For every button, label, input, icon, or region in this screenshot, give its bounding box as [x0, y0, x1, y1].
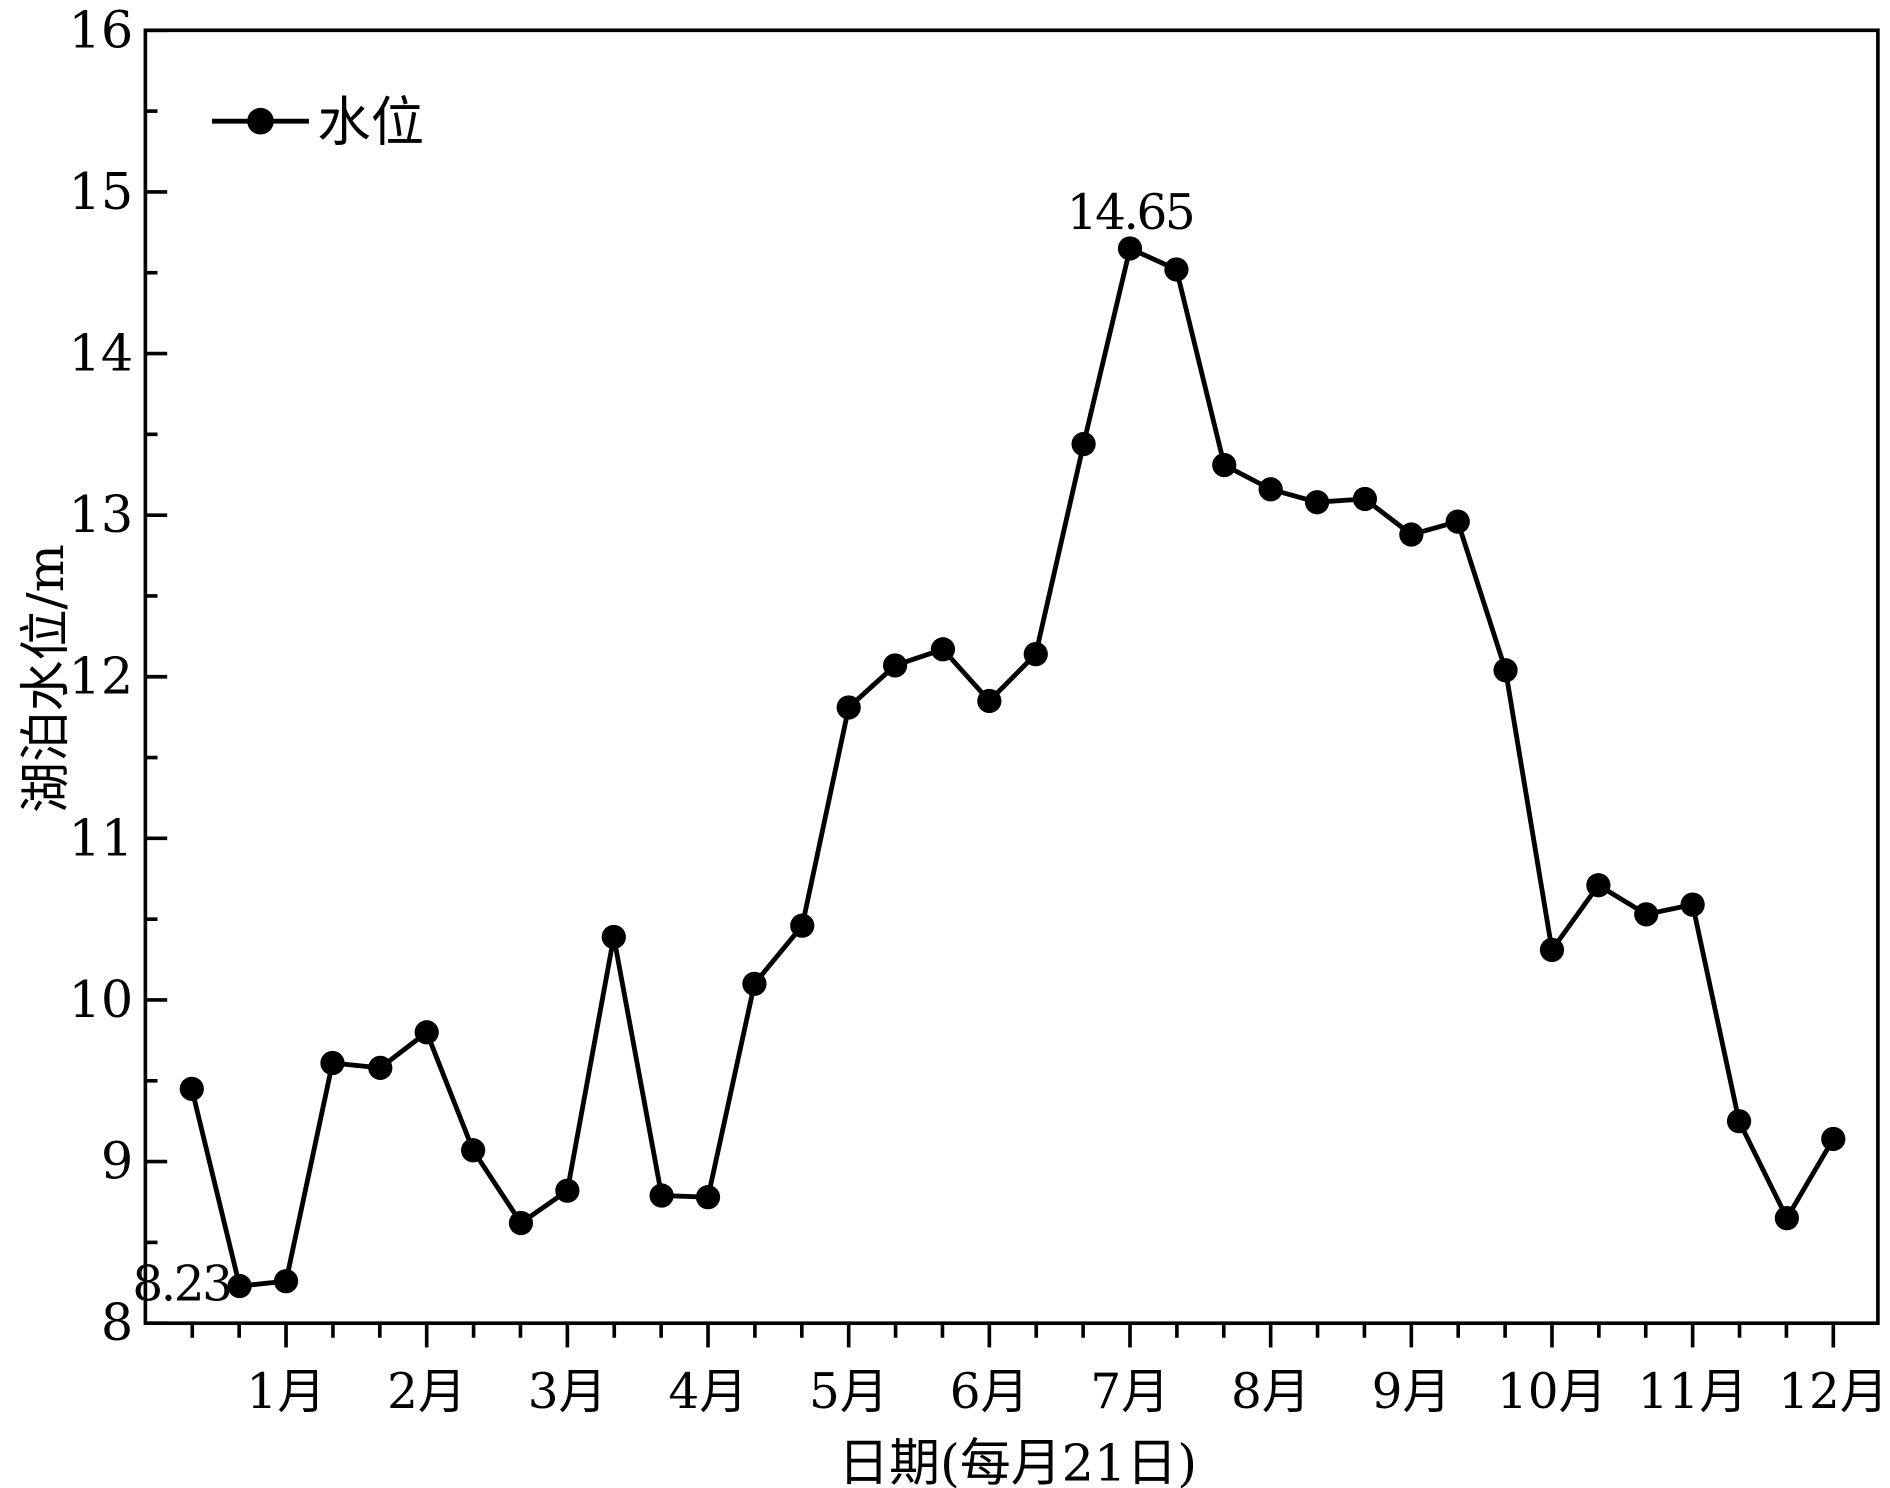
data-point	[649, 1183, 674, 1208]
x-tick-label: 6月	[950, 1364, 1029, 1420]
x-tick-label: 1月	[246, 1364, 325, 1420]
y-tick-label: 9	[101, 1132, 133, 1191]
x-tick-label: 3月	[528, 1364, 607, 1420]
legend-marker	[247, 107, 274, 135]
x-axis-title: 日期(每月21日)	[838, 1434, 1197, 1488]
x-tick-label: 12月	[1778, 1364, 1888, 1420]
y-tick-label: 8	[101, 1293, 133, 1352]
data-point	[1304, 490, 1330, 515]
data-point	[1493, 658, 1518, 683]
annotations: 14.65 8.23	[132, 185, 1195, 1313]
x-tick-label: 9月	[1372, 1364, 1451, 1420]
x-tick-label: 5月	[809, 1364, 888, 1420]
data-point	[508, 1210, 534, 1236]
data-point	[1258, 477, 1283, 502]
y-axis: 8 9 10 11 12 13 14 15 16	[69, 0, 168, 1352]
y-tick-label: 12	[69, 647, 134, 706]
data-point	[1821, 1126, 1846, 1152]
data-point	[930, 637, 956, 662]
series-line	[189, 245, 1836, 1289]
x-axis: 1月 2月 3月 4月 5月 6月 7月 8月 9月 10月 11月 12月	[190, 1323, 1888, 1420]
y-axis-title: 湖泊水位/m	[16, 544, 75, 813]
x-tick-label: 2月	[387, 1364, 466, 1420]
data-point	[790, 913, 815, 938]
legend-label: 水位	[317, 92, 424, 154]
data-point	[1352, 486, 1378, 512]
x-tick-label: 11月	[1638, 1364, 1748, 1420]
data-point	[1445, 509, 1470, 534]
x-tick-label: 7月	[1090, 1364, 1169, 1420]
x-tick-label: 8月	[1231, 1364, 1310, 1420]
data-point	[695, 1185, 721, 1210]
data-point	[1680, 892, 1705, 917]
data-point	[273, 1269, 299, 1294]
data-point	[1586, 873, 1611, 898]
legend: 水位	[212, 92, 424, 154]
data-point	[882, 653, 908, 678]
data-point	[1634, 902, 1659, 927]
data-point	[1539, 937, 1565, 962]
data-label: 14.65	[1067, 185, 1194, 241]
data-point	[1117, 236, 1143, 261]
data-point	[368, 1055, 393, 1080]
data-point	[320, 1050, 345, 1076]
y-tick-label: 10	[69, 970, 134, 1029]
data-point	[601, 924, 626, 950]
y-tick-label: 16	[69, 0, 134, 59]
data-point	[1726, 1109, 1752, 1134]
x-tick-label: 4月	[668, 1364, 747, 1420]
data-point	[1399, 522, 1424, 547]
data-point	[461, 1138, 486, 1163]
data-point	[836, 695, 861, 720]
data-point	[742, 971, 767, 996]
y-tick-label: 11	[69, 808, 134, 867]
data-label: 8.23	[132, 1257, 230, 1313]
data-point	[1212, 452, 1237, 478]
data-point	[179, 1076, 204, 1101]
data-point	[977, 688, 1002, 714]
series-water-level	[179, 236, 1846, 1299]
y-tick-label: 13	[69, 485, 134, 544]
data-point	[1023, 642, 1048, 667]
data-point	[1071, 431, 1096, 457]
data-point	[1774, 1206, 1799, 1231]
data-point	[227, 1273, 252, 1299]
data-point	[1164, 257, 1189, 282]
y-tick-label: 15	[69, 162, 134, 221]
x-tick-label: 10月	[1497, 1364, 1607, 1420]
data-point	[555, 1178, 580, 1203]
y-tick-label: 14	[69, 323, 134, 382]
data-point	[414, 1020, 439, 1045]
